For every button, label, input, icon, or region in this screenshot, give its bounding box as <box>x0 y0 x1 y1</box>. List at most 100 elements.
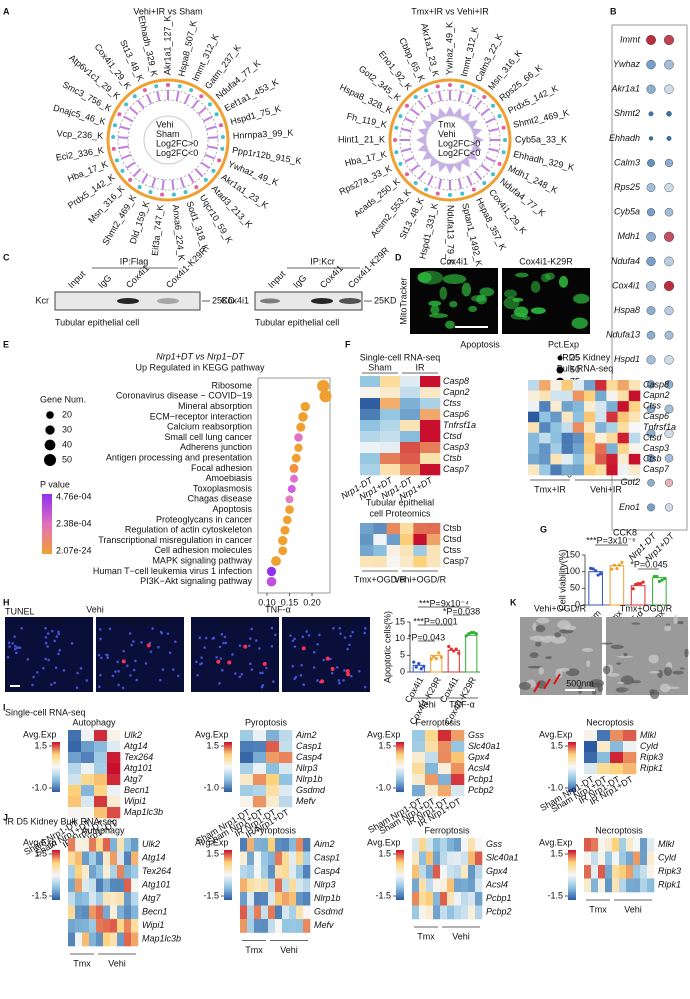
heatmap-cell <box>413 556 427 568</box>
heatmap-cell <box>110 851 118 866</box>
dot <box>666 111 672 117</box>
dot <box>646 380 656 389</box>
nucleus <box>351 630 355 634</box>
pathway-label: Coronavirus disease − COVID−19 <box>116 391 252 401</box>
dot <box>266 576 277 587</box>
heatmap-cell <box>247 919 255 933</box>
heatmap-cell <box>82 905 90 920</box>
heatmap-cell <box>606 432 618 444</box>
heatmap-cell <box>419 851 427 866</box>
heatmap-cell <box>561 411 574 423</box>
center-legend: Vehi <box>156 119 174 129</box>
spoke <box>175 90 180 102</box>
gene-label: Acsl4 <box>467 763 490 773</box>
heatmap-cell <box>380 409 401 421</box>
site-label: Hba_17_K <box>344 149 388 168</box>
heatmap-cell <box>240 838 248 852</box>
heatmap-cell <box>633 865 641 879</box>
heatmap-cell <box>572 443 585 455</box>
gene-label: Aim2 <box>295 730 317 740</box>
heatmap-cell <box>606 464 618 476</box>
heatmap-cell <box>282 878 290 893</box>
group-label: Vehi <box>452 931 470 941</box>
annotation: ***P=9x10⁻⁴ <box>419 598 469 608</box>
heatmap-cell <box>82 851 90 866</box>
point <box>464 634 468 638</box>
heatmap-cell <box>584 741 598 753</box>
nucleus <box>53 639 56 643</box>
nucleus <box>305 630 309 633</box>
point <box>634 582 638 587</box>
gene-label: Ulk2 <box>124 730 142 740</box>
site-dot <box>207 102 212 107</box>
nucleus <box>218 645 222 649</box>
heatmap-cell <box>598 851 606 866</box>
legend-label: 25 <box>570 352 580 362</box>
group-label: Vehi <box>418 699 436 709</box>
heatmap-cell <box>612 838 620 852</box>
tunel-dot <box>345 669 350 674</box>
heatmap-cell <box>628 453 641 465</box>
gene-label: Ripk3 <box>640 752 663 762</box>
nucleus <box>322 658 325 662</box>
nucleus <box>255 639 258 642</box>
heatmap-cell <box>289 892 297 906</box>
dot <box>646 454 656 463</box>
heatmap-cell <box>400 420 421 432</box>
cell-stain <box>558 276 569 288</box>
y-tick-label: 0 <box>575 599 580 609</box>
plot-title: Vehi+IR vs Sham <box>133 6 202 16</box>
nucleus <box>265 666 268 670</box>
heatmap-cell <box>420 387 441 399</box>
bar <box>652 577 667 606</box>
site-dot <box>183 190 188 195</box>
organelle <box>581 647 594 652</box>
heatmap-cell <box>89 878 97 893</box>
bar <box>430 654 443 673</box>
heatmap-cell <box>253 730 267 742</box>
gene-label: Gpx4 <box>486 866 508 876</box>
site-label: Vcp_236_K <box>56 128 103 141</box>
heatmap-cell <box>373 534 387 546</box>
heatmap-cell <box>75 892 83 906</box>
dot <box>664 306 674 316</box>
gene-label: Calm3 <box>614 157 640 167</box>
gene-label: Eno1 <box>619 502 640 512</box>
heatmap-cell <box>550 380 562 391</box>
band <box>311 298 333 304</box>
nucleus <box>8 645 11 648</box>
gene-label: Atg101 <box>123 763 153 773</box>
legend-label: -1.0 <box>375 782 391 792</box>
dot <box>294 433 303 442</box>
heatmap-cell <box>550 443 562 455</box>
organelle <box>649 670 661 674</box>
nucleus <box>289 634 292 637</box>
heatmap-cell <box>94 785 108 797</box>
band <box>157 298 179 304</box>
nucleus <box>291 639 295 643</box>
spoke <box>437 178 443 189</box>
heatmap-cell <box>117 865 125 879</box>
heatmap-cell <box>647 878 655 893</box>
heatmap-cell <box>68 905 76 920</box>
nucleus <box>140 641 143 644</box>
cell-stain <box>428 313 449 319</box>
heatmap-cell <box>647 838 655 852</box>
heatmap-cell <box>475 892 483 906</box>
heatmap-cell <box>282 919 290 933</box>
site-dot <box>211 168 216 173</box>
heatmap-cell <box>386 545 401 557</box>
heatmap-cell <box>360 387 381 399</box>
heatmap-cell <box>96 838 104 852</box>
legend-title: Avg.Exp <box>367 729 400 739</box>
spoke <box>171 179 175 190</box>
nucleus <box>291 664 295 668</box>
heatmap-cell <box>595 390 607 402</box>
legend-label: -1.5 <box>31 890 47 900</box>
nucleus <box>171 668 175 671</box>
heatmap-cell <box>75 838 83 852</box>
gene-label: Hspd1 <box>614 354 640 364</box>
nucleus <box>132 640 135 643</box>
pathway-label: Adherens junction <box>180 442 252 452</box>
point <box>449 647 453 651</box>
